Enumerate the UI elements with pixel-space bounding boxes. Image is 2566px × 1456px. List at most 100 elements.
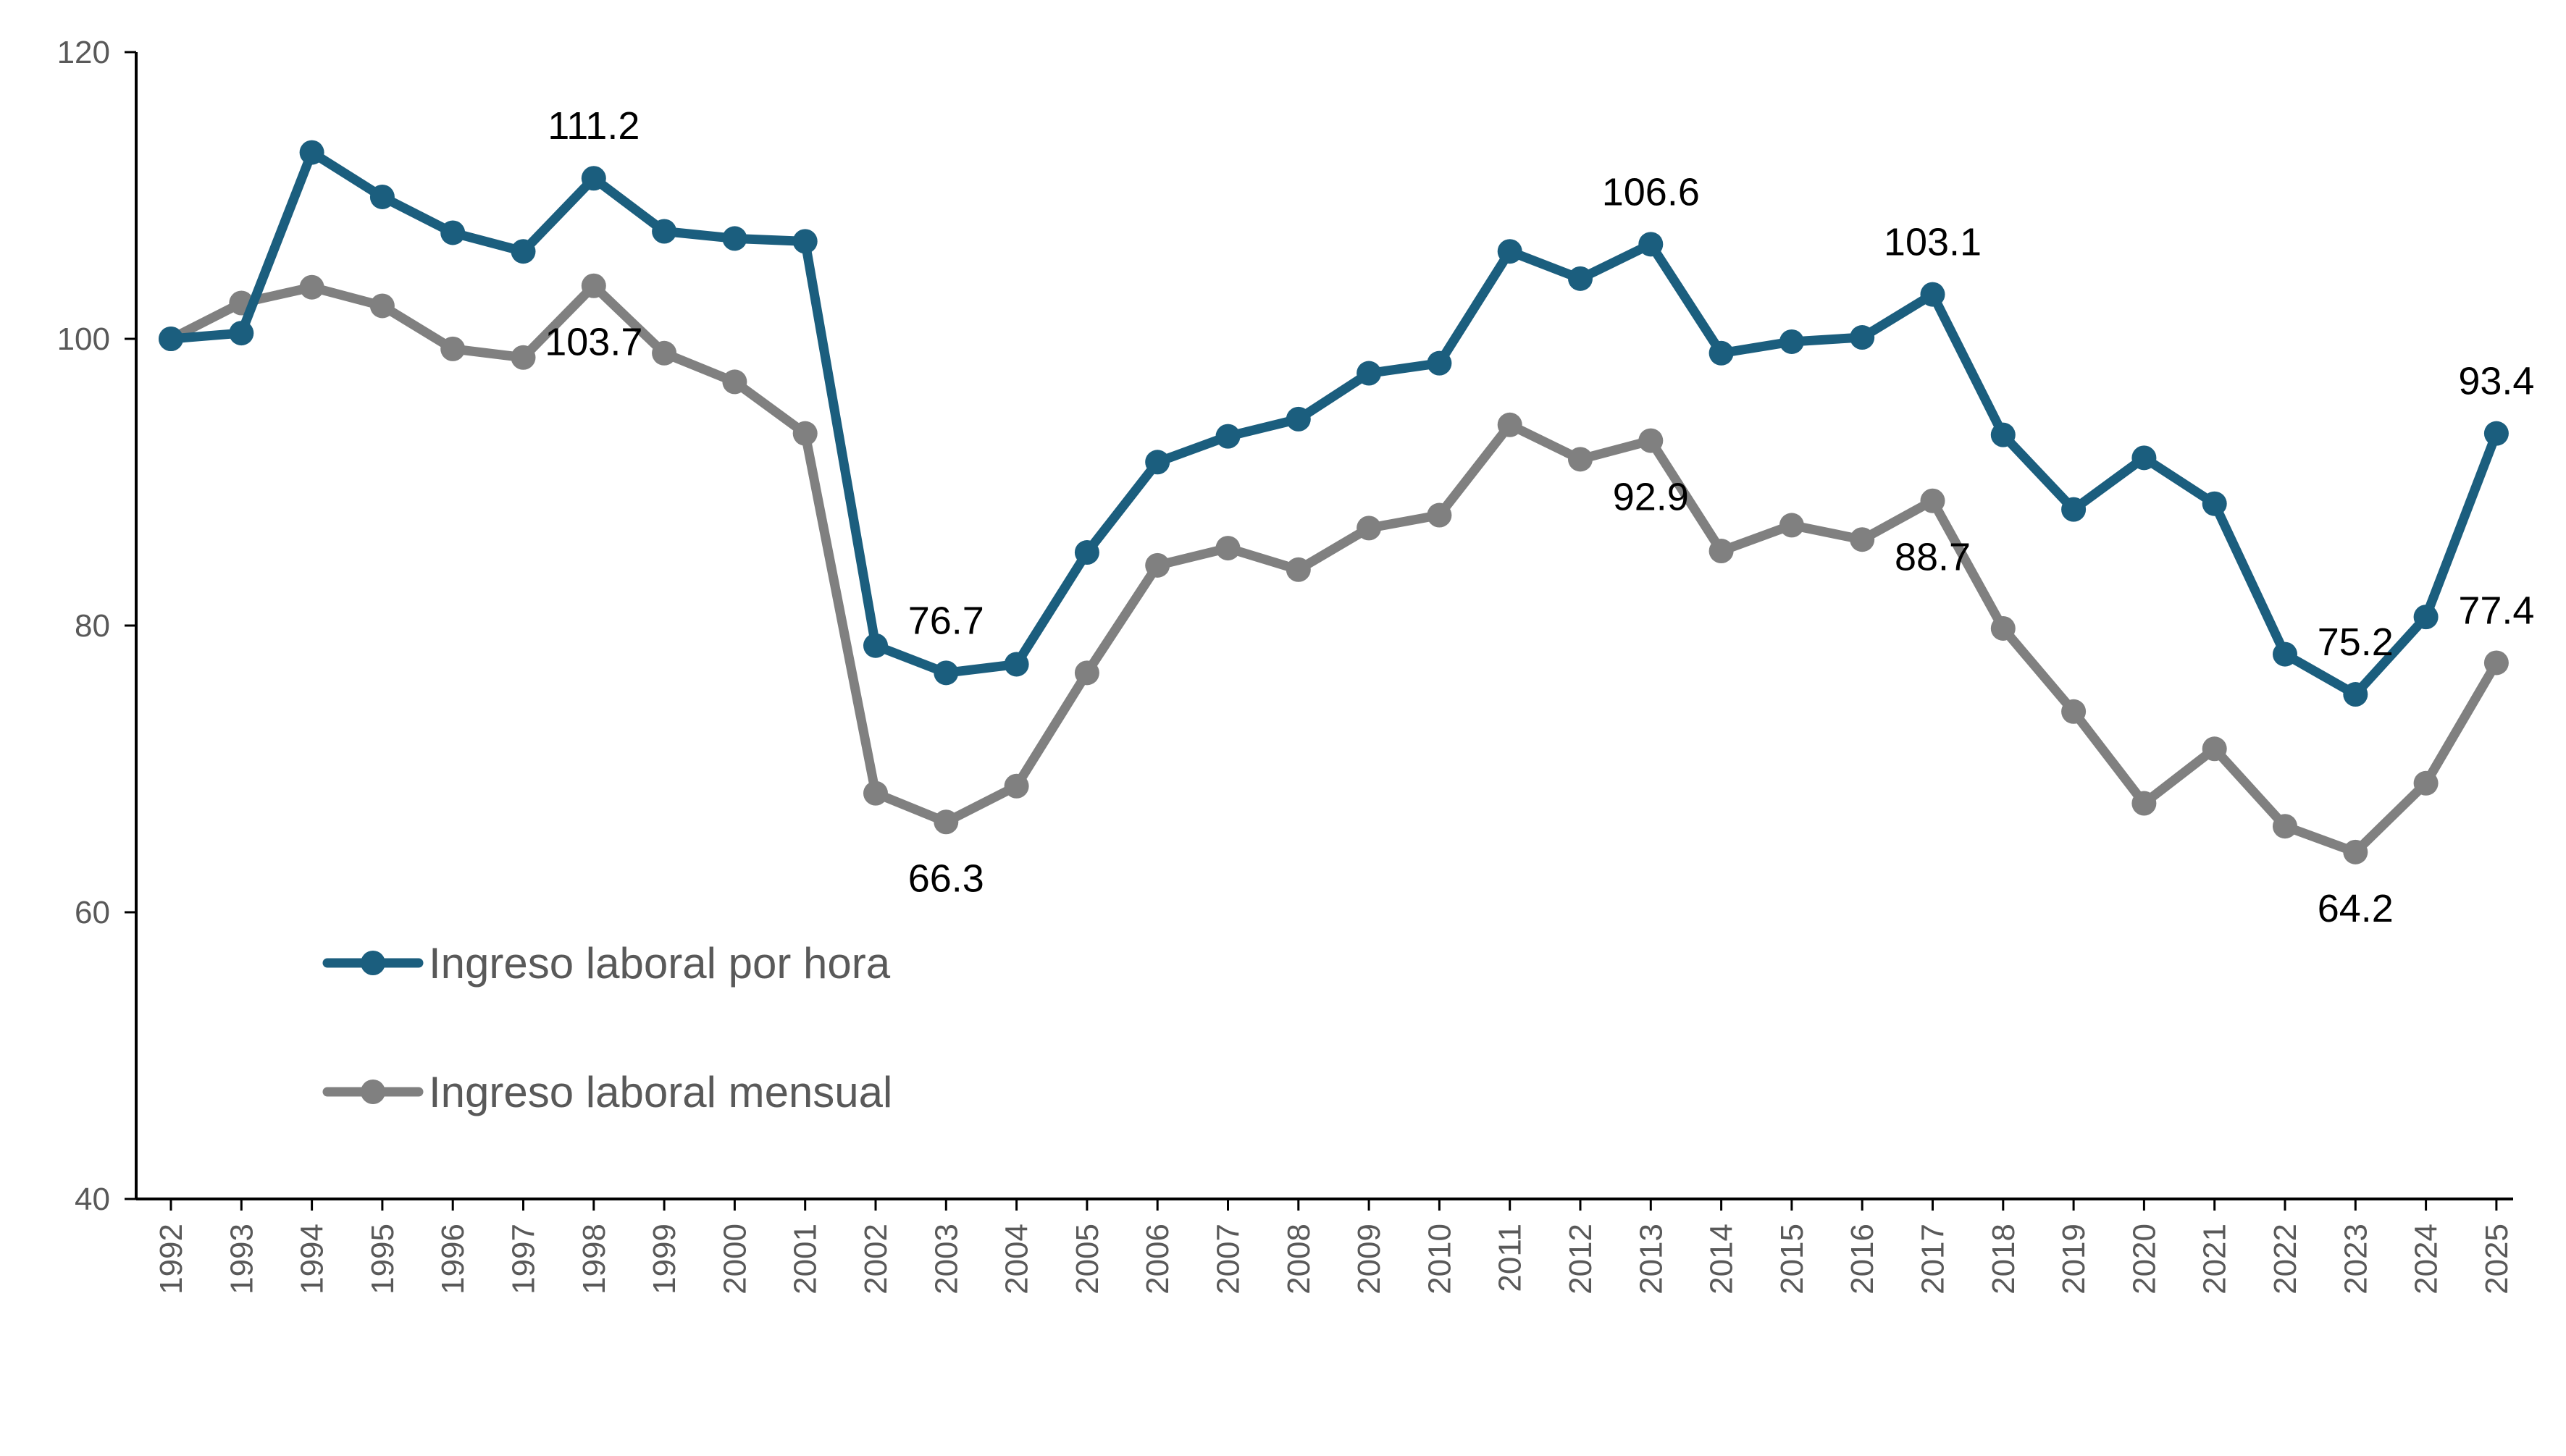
data-point — [1850, 325, 1875, 350]
series-group — [159, 140, 2509, 864]
x-tick-label: 1995 — [365, 1224, 401, 1295]
data-point — [2343, 682, 2368, 707]
data-label: 92.9 — [1613, 476, 1689, 519]
data-label: 77.4 — [2458, 589, 2534, 632]
data-point — [1990, 615, 2016, 641]
data-label: 66.3 — [908, 857, 984, 900]
data-point — [581, 166, 606, 191]
data-point — [1145, 552, 1170, 578]
data-point — [2413, 605, 2439, 630]
legend-label: Ingreso laboral por hora — [429, 939, 891, 988]
data-label: 103.1 — [1884, 221, 1982, 264]
data-point — [1638, 232, 1664, 257]
data-point — [2061, 497, 2087, 522]
x-tick-label: 2011 — [1493, 1224, 1528, 1292]
data-point — [722, 226, 747, 251]
x-tick-label: 2017 — [1916, 1224, 1951, 1295]
data-point — [1850, 527, 1875, 552]
data-point — [722, 369, 747, 395]
data-point — [1357, 361, 1382, 386]
x-tick-label: 1993 — [224, 1224, 259, 1295]
data-point — [1497, 239, 1522, 264]
data-point — [1990, 422, 2016, 447]
legend-item-1: Ingreso laboral mensual — [322, 1068, 892, 1116]
y-tick-label: 120 — [57, 35, 110, 70]
data-point — [2202, 491, 2227, 516]
x-tick-label: 2021 — [2197, 1224, 2233, 1295]
data-point — [440, 220, 466, 245]
x-tick-label: 1994 — [295, 1224, 330, 1295]
data-point — [1779, 329, 1804, 354]
y-tick-label: 40 — [75, 1182, 110, 1217]
data-label: 106.6 — [1602, 170, 1700, 214]
legend-marker — [361, 1080, 385, 1104]
data-point — [1074, 540, 1099, 565]
data-point — [2273, 814, 2297, 839]
data-point — [792, 229, 818, 254]
data-point — [511, 345, 536, 370]
x-tick-label: 1998 — [576, 1224, 612, 1295]
series-0 — [159, 140, 2509, 707]
x-tick-label: 2000 — [717, 1224, 752, 1295]
data-point — [1708, 340, 1734, 366]
data-point — [159, 327, 183, 351]
data-point — [652, 340, 677, 366]
data-label: 93.4 — [2458, 360, 2534, 403]
x-tick-label: 2002 — [858, 1224, 894, 1295]
x-tick-label: 2003 — [928, 1224, 964, 1295]
x-tick-label: 2006 — [1140, 1224, 1175, 1295]
data-label: 76.7 — [908, 599, 984, 642]
y-tick-label: 60 — [75, 895, 110, 930]
x-tick-label: 1996 — [435, 1224, 471, 1295]
data-point — [2483, 650, 2509, 676]
x-tick-label: 2012 — [1563, 1224, 1598, 1295]
data-point — [863, 633, 888, 658]
data-point — [511, 239, 536, 264]
data-point — [1638, 428, 1664, 453]
data-point — [2483, 421, 2509, 446]
data-point — [1568, 447, 1593, 472]
x-tick-label: 1992 — [154, 1224, 189, 1295]
data-point — [934, 809, 959, 835]
data-point — [1004, 652, 1029, 677]
data-label: 103.7 — [545, 321, 642, 364]
data-label: 75.2 — [2318, 620, 2394, 664]
y-tick-label: 100 — [57, 321, 110, 357]
x-tick-label: 1999 — [647, 1224, 682, 1295]
x-tick-label: 2010 — [1422, 1224, 1457, 1295]
data-point — [1568, 266, 1593, 291]
x-tick-label: 2004 — [999, 1224, 1035, 1295]
x-tick-label: 2001 — [788, 1224, 823, 1295]
data-point — [1286, 406, 1311, 432]
data-point — [581, 273, 606, 298]
data-point — [369, 293, 395, 319]
x-tick-label: 2022 — [2268, 1224, 2303, 1295]
data-label: 111.2 — [548, 104, 640, 148]
data-point — [2343, 839, 2368, 864]
data-point — [2061, 699, 2087, 724]
x-tick-label: 2013 — [1633, 1224, 1669, 1295]
legend-label: Ingreso laboral mensual — [429, 1068, 892, 1116]
data-point — [1497, 412, 1522, 437]
data-point — [934, 660, 959, 686]
x-tick-label: 2025 — [2479, 1224, 2515, 1295]
data-point — [1920, 282, 1945, 307]
data-point — [1427, 502, 1452, 528]
series-1 — [159, 273, 2509, 864]
data-point — [1286, 557, 1311, 582]
data-point — [2131, 791, 2157, 816]
data-labels: 103.7 66.3 92.9 88.7 64.2 77.4 111.2 76.7 106.6 1… — [545, 104, 2534, 930]
data-point — [2273, 641, 2297, 667]
x-tick-label: 2008 — [1281, 1224, 1317, 1295]
data-point — [792, 421, 818, 446]
data-point — [1074, 660, 1099, 686]
x-tick-label: 2018 — [1986, 1224, 2021, 1295]
data-point — [1920, 488, 1945, 513]
x-tick-label: 2014 — [1704, 1224, 1740, 1295]
y-tick-label: 80 — [75, 608, 110, 644]
series-line — [166, 281, 2502, 857]
data-point — [440, 336, 466, 361]
data-point — [2202, 736, 2227, 762]
data-label: 64.2 — [2318, 887, 2394, 930]
